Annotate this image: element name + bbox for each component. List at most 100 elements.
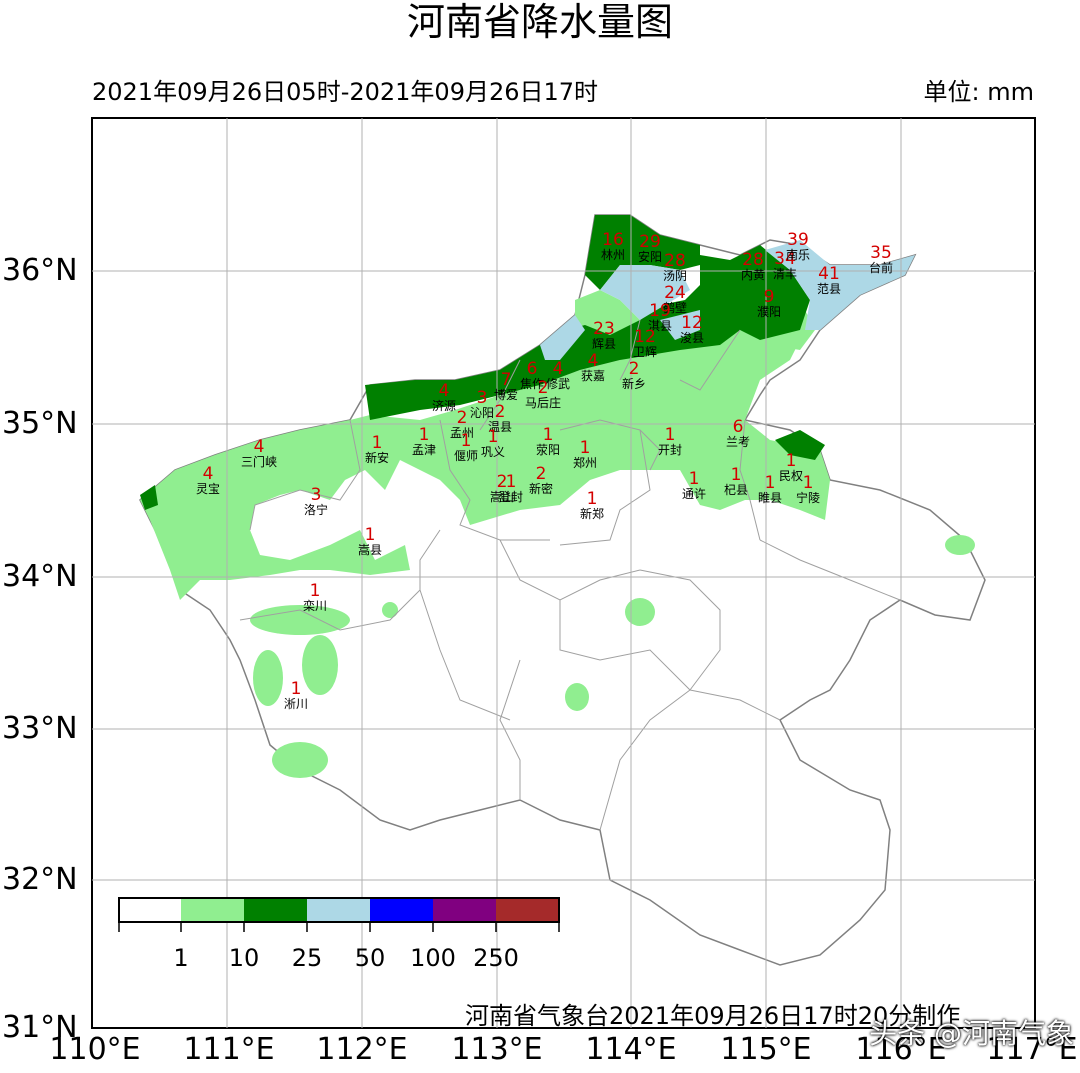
station-value: 19 (649, 301, 671, 321)
color-legend: 1 10 25 50 100 250 (118, 897, 560, 972)
station-value: 1 (365, 525, 376, 545)
province-outline (139, 214, 986, 966)
station-value: 28 (742, 250, 764, 270)
station-value: 29 (639, 232, 661, 252)
legend-label: 50 (355, 944, 386, 972)
legend-swatch (181, 898, 244, 922)
station-name: 济源 (432, 398, 456, 413)
station-value: 41 (818, 264, 840, 284)
station-name: 汤阴 (663, 269, 687, 283)
station-name: 范县 (817, 282, 841, 296)
station-value: 2 (538, 378, 549, 398)
station-name: 内黄 (741, 268, 765, 282)
lon-label-111: 111°E (183, 1032, 275, 1067)
station-name: 获嘉 (581, 369, 605, 383)
station-name: 登封 (499, 489, 523, 504)
station-value: 24 (664, 283, 686, 303)
station-name: 兰考 (726, 435, 750, 449)
station-value: 1 (665, 425, 676, 445)
lon-label-113: 113°E (451, 1032, 543, 1067)
station-value: 2 (495, 402, 506, 422)
station-value: 1 (580, 438, 591, 458)
station-value: 3 (477, 388, 488, 408)
station-name: 博爱 (494, 387, 518, 402)
station-value: 1 (461, 431, 472, 451)
station-value: 4 (254, 437, 265, 457)
legend-swatch (119, 898, 181, 922)
station-value: 1 (587, 489, 598, 509)
station-value: 1 (803, 473, 814, 493)
station-value: 2 (629, 359, 640, 379)
station-name: 卫辉 (633, 345, 657, 359)
station-value: 4 (439, 381, 450, 401)
lon-label-117: 117°E (986, 1032, 1078, 1067)
station-value: 16 (602, 230, 624, 250)
station-value: 34 (774, 249, 796, 269)
station-name: 修武 (546, 376, 570, 391)
station-name: 新乡 (622, 376, 646, 391)
station-name: 辉县 (592, 337, 616, 351)
station-name: 马后庄 (525, 395, 561, 410)
lat-label-35: 35°N (2, 406, 78, 441)
legend-swatch (496, 898, 559, 922)
station-name: 睢县 (758, 491, 782, 505)
station-name: 清丰 (773, 267, 797, 281)
graticule (92, 118, 1035, 1028)
station-value: 1 (291, 679, 302, 699)
legend-label: 1 (173, 944, 188, 972)
station-value: 12 (634, 327, 656, 347)
time-period: 2021年09月26日05时-2021年09月26日17时 (92, 78, 599, 106)
station-name: 温县 (488, 420, 512, 434)
station-name: 浚县 (680, 330, 704, 345)
station-value: 6 (733, 417, 744, 437)
station-value: 23 (593, 319, 615, 339)
station-value: 7 (501, 370, 512, 390)
station-value: 4 (553, 359, 564, 379)
station-name: 巩义 (481, 445, 505, 459)
lon-label-114: 114°E (585, 1032, 677, 1067)
station-name: 南乐 (786, 247, 810, 262)
station-value: 2 (457, 408, 468, 428)
station-value: 1 (689, 469, 700, 489)
station-name: 林州 (601, 248, 625, 262)
legend-label: 100 (410, 944, 456, 972)
station-value: 1 (543, 425, 554, 445)
station-name: 嵩县 (358, 543, 382, 557)
station-value: 6 (527, 359, 538, 379)
station-name: 嵩山 (490, 490, 514, 504)
lon-label-110: 110°E (49, 1032, 141, 1067)
station-value: 1 (765, 473, 776, 493)
station-name: 濮阳 (757, 304, 781, 319)
legend-swatch (244, 898, 307, 922)
station-value: 1 (488, 427, 499, 447)
watermark: 头条 @河南气象 (869, 1017, 1074, 1050)
station-value: 4 (588, 351, 599, 371)
station-value: 1 (506, 472, 517, 492)
station-name: 宁陵 (796, 490, 820, 505)
map-title: 河南省降水量图 (406, 0, 673, 44)
station-name: 偃师 (454, 448, 478, 463)
lat-label-32: 32°N (2, 862, 78, 897)
station-value: 9 (764, 287, 775, 307)
station-value: 12 (681, 313, 703, 333)
station-value: 1 (419, 425, 430, 445)
unit-label: 单位: mm (923, 78, 1034, 106)
station-value: 1 (731, 465, 742, 485)
lat-label-36: 36°N (2, 253, 78, 288)
station-value: 2 (536, 464, 547, 484)
lon-label-112: 112°E (316, 1032, 408, 1067)
lon-label-115: 115°E (720, 1032, 812, 1067)
station-value: 1 (786, 451, 797, 471)
lat-label-31: 31°N (2, 1010, 78, 1045)
station-name: 淇县 (648, 319, 672, 333)
station-value: 2 (497, 472, 508, 492)
legend-label: 250 (473, 944, 519, 972)
station-name: 杞县 (724, 483, 748, 497)
station-name: 孟津 (412, 443, 436, 457)
station-name: 淅川 (284, 696, 308, 711)
station-value: 35 (870, 243, 892, 263)
station-value: 4 (203, 464, 214, 484)
station-name: 三门峡 (241, 454, 277, 469)
lat-label-33: 33°N (2, 711, 78, 746)
